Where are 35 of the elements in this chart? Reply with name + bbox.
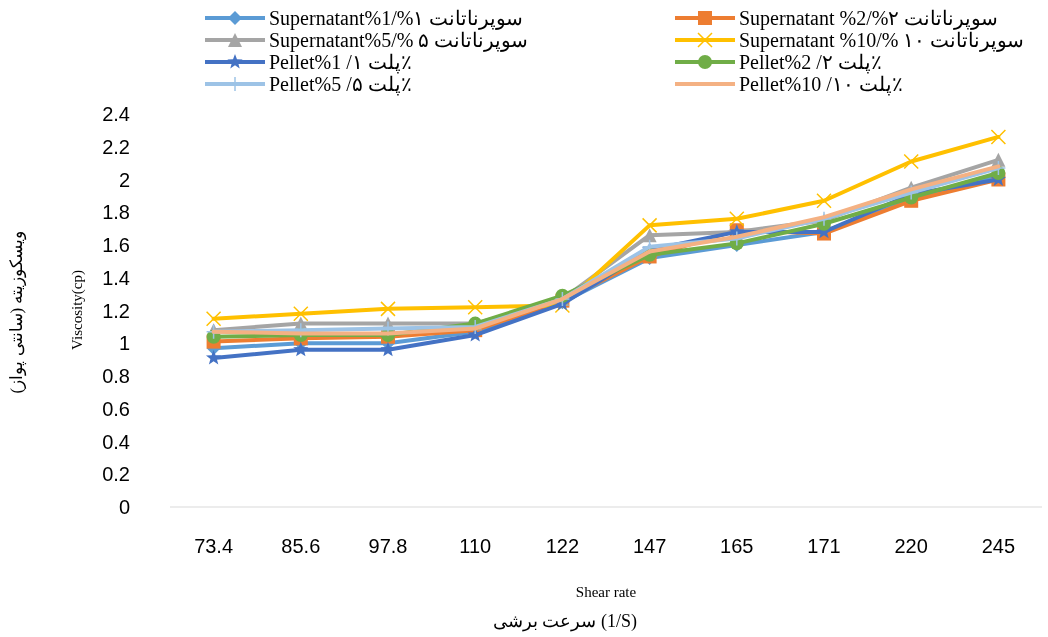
y-tick-label: 1.4 <box>102 266 130 289</box>
x-tick-label: 171 <box>807 535 841 557</box>
y-tick-label: 0 <box>118 496 130 518</box>
y-tick-label: 0.6 <box>102 397 130 420</box>
x-tick-label: 97.8 <box>368 535 408 557</box>
y-tick-label: 2.2 <box>102 135 130 158</box>
y-tick-label: 1.8 <box>102 201 130 224</box>
legend-label: Supernatant%1/%۱ سوپرناتانت <box>269 7 524 30</box>
x-tick-label: 245 <box>981 535 1016 557</box>
x-axis-title: Shear rate <box>575 584 637 600</box>
x-tick-label: 73.4 <box>194 535 234 557</box>
x-tick-label: 165 <box>720 535 754 557</box>
x-tick-label: 110 <box>459 535 492 557</box>
x-tick-label: 147 <box>632 535 667 557</box>
legend-label: Supernatant %10/% ۱۰ سوپرناتانت <box>739 29 1025 52</box>
legend-label: Pellet%2 /پلت ۲٪ <box>739 51 882 74</box>
x-tick-label: 122 <box>545 535 580 557</box>
text: سرعت برشی (1/S) <box>492 611 638 632</box>
legend-label: Pellet%5 /پلت ۵٪ <box>269 73 412 96</box>
y-tick-label: 1.2 <box>102 299 130 322</box>
y-tick-label: 2 <box>118 168 130 191</box>
y-tick-label: 1.6 <box>102 234 130 256</box>
y-tick-label: 2.4 <box>102 103 130 125</box>
legend-label: Supernatant %2/%۲ سوپرناتانت <box>739 7 999 30</box>
legend-label: Supernatant%5/% ۵ سوپرناتانت <box>269 29 529 52</box>
y-tick-label: 0.4 <box>102 430 130 453</box>
x-tick-label: 220 <box>894 535 928 557</box>
x-tick-label: 85.6 <box>281 535 321 557</box>
y-axis-title: Viscosity(cp) <box>69 270 86 350</box>
text: ویسکوزیته (سانتی پواز) <box>7 230 27 394</box>
legend-label: Pellet%1 /پلت ۱٪ <box>269 51 412 74</box>
y-tick-label: 1 <box>118 332 130 355</box>
legend-label: Pellet%10 /پلت ۱۰٪ <box>739 73 903 96</box>
y-tick-label: 0.8 <box>102 365 130 387</box>
y-tick-label: 0.2 <box>102 463 130 486</box>
